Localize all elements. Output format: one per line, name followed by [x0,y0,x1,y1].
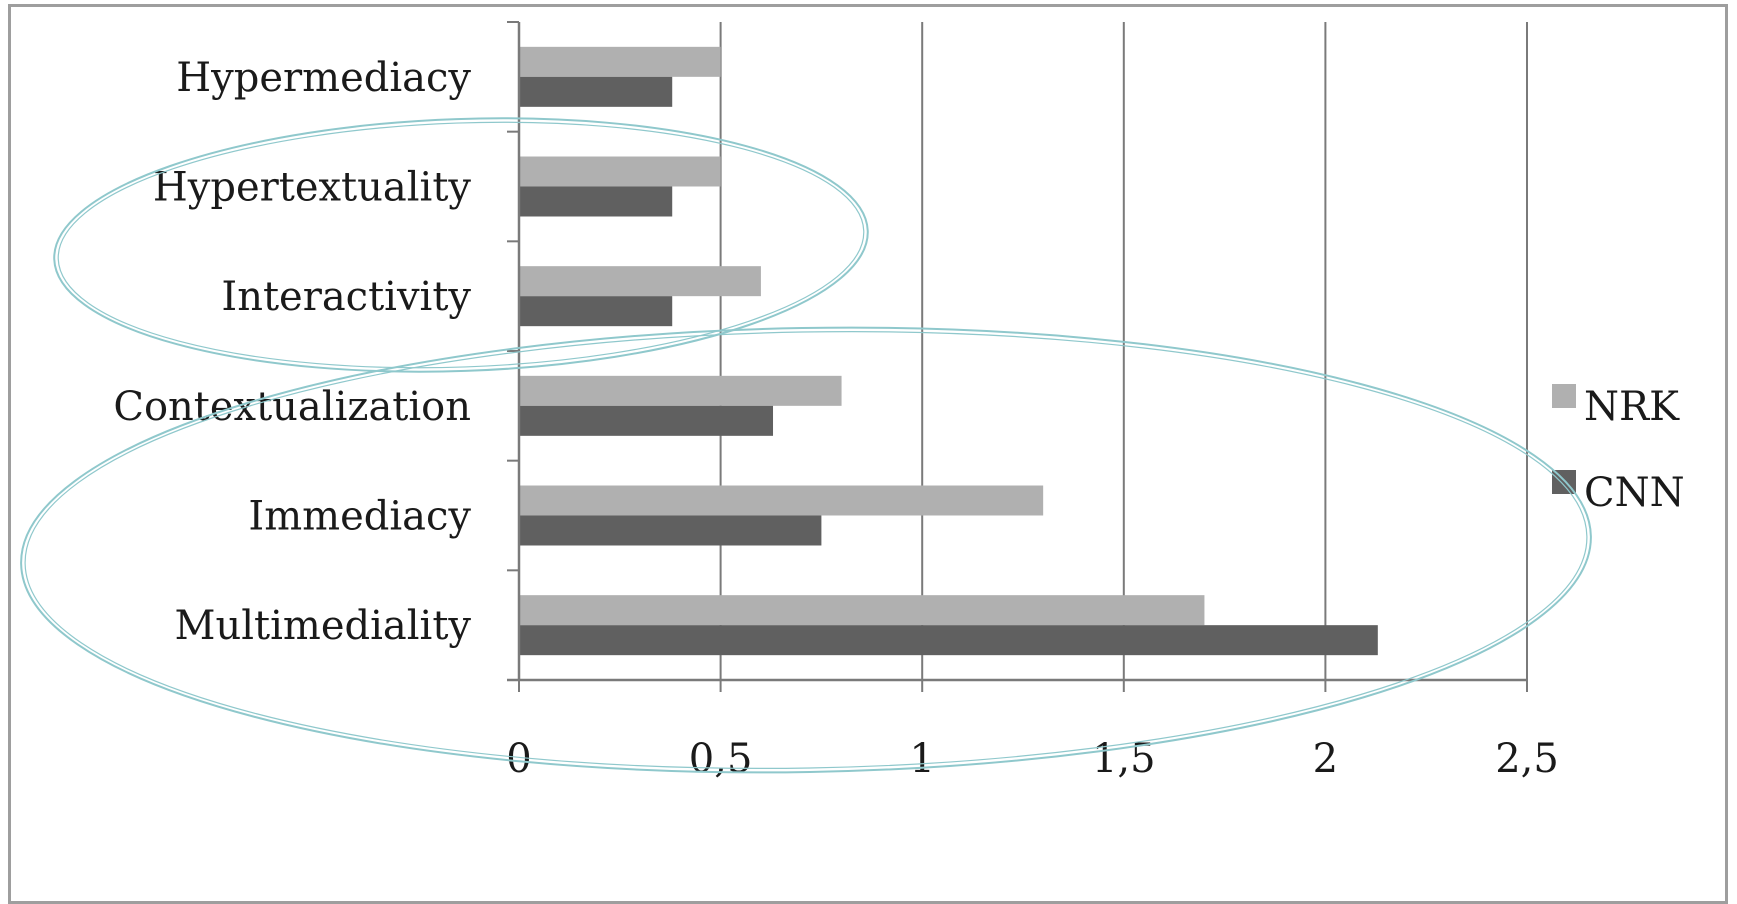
bar-nrk-contextualization [519,375,842,406]
bar-cnn-interactivity [519,296,673,327]
legend-label-nrk: NRK [1584,384,1680,430]
category-label: Interactivity [221,274,471,320]
category-label: Hypermediacy [176,55,471,101]
bar-nrk-immediacy [519,485,1044,516]
category-labels: Hypermediacy Hypertextuality Interactivity… [113,55,471,649]
x-tick-label: 2,5 [1495,736,1559,782]
bars [519,46,1378,656]
legend-label-cnn: CNN [1584,470,1685,516]
bar-cnn-contextualization [519,405,774,436]
annotation-ellipse-inner-2 [24,331,1588,769]
category-label: Hypertextuality [153,165,472,211]
axes [507,21,1528,692]
gridlines [719,22,1528,680]
bar-nrk-multimediality [519,595,1205,626]
x-tick-label: 0 [506,736,531,782]
category-label: Multimediality [175,603,472,649]
bar-cnn-hypermediacy [519,76,673,107]
legend-swatch-nrk [1552,384,1576,408]
bar-cnn-hypertextuality [519,186,673,217]
annotation-ellipse-1 [53,117,869,373]
bar-nrk-hypermediacy [519,46,721,77]
category-label: Contextualization [113,384,471,430]
chart-frame [8,4,1728,904]
bar-nrk-hypertextuality [519,156,721,187]
annotations [20,117,1592,774]
bar-nrk-interactivity [519,266,761,297]
x-tick-label: 1 [909,736,934,782]
x-tick-label: 0,5 [689,736,753,782]
x-tick-label: 1,5 [1092,736,1156,782]
bar-cnn-multimediality [519,625,1378,656]
annotation-ellipse-inner-1 [57,121,865,369]
x-tick-label: 2 [1313,736,1338,782]
annotation-ellipse-2 [20,326,1592,774]
category-label: Immediacy [248,494,471,540]
bar-cnn-immediacy [519,515,822,546]
legend: NRK CNN [1552,384,1685,516]
